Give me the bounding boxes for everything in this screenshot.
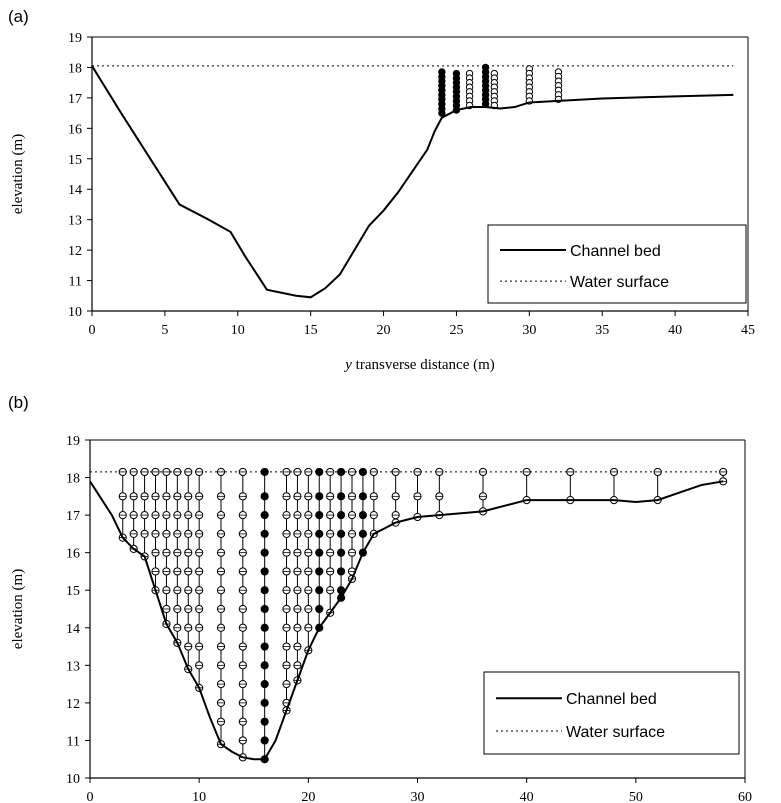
y-axis-title: elevation (m) xyxy=(10,569,26,649)
legend-box xyxy=(483,671,740,755)
y-tick-label: 19 xyxy=(68,31,82,46)
y-tick-label: 10 xyxy=(66,772,80,787)
measurement-point xyxy=(315,586,324,595)
y-tick-label: 14 xyxy=(68,183,82,198)
legend-label-channel-bed: Channel bed xyxy=(566,691,657,708)
measurement-point xyxy=(336,492,346,501)
measurement-point xyxy=(315,567,324,576)
measurement-point xyxy=(260,736,269,745)
y-tick-label: 13 xyxy=(68,214,82,229)
measurement-point xyxy=(358,492,368,501)
measurement-point xyxy=(315,511,324,520)
y-tick-label: 11 xyxy=(67,734,80,749)
measurement-point xyxy=(260,717,269,726)
measurement-point xyxy=(260,642,269,651)
x-tick-label: 15 xyxy=(304,323,318,338)
measurement-point xyxy=(260,529,269,538)
legend-box xyxy=(487,224,747,304)
chart-panel-a: (a) 10 11 12 13 14 15 16 17 18 19 0 5 10 15 20 25 30 35 40 4… xyxy=(8,7,755,373)
measurement-point xyxy=(260,661,269,670)
measurement-point xyxy=(336,467,346,477)
x-tick-label: 40 xyxy=(668,323,682,338)
y-tick-label: 14 xyxy=(66,622,80,637)
y-tick-label: 18 xyxy=(66,472,80,487)
series-line-channel-bed xyxy=(89,480,724,761)
measurement-point xyxy=(260,623,269,632)
series-line-channel-bed xyxy=(91,65,734,299)
x-tick-label: 40 xyxy=(520,790,534,803)
measurement-point xyxy=(315,529,324,538)
measurement-point xyxy=(358,467,368,477)
measurement-point xyxy=(260,586,269,595)
measurement-point xyxy=(315,467,324,477)
x-axis-title-text: transverse distance (m) xyxy=(356,357,495,373)
y-tick-label: 12 xyxy=(66,697,80,712)
legend-label-water-surface: Water surface xyxy=(566,724,665,741)
y-tick-label: 12 xyxy=(68,244,82,259)
legend-label-channel-bed: Channel bed xyxy=(570,243,661,260)
y-axis-title: elevation (m) xyxy=(10,134,26,214)
y-tick-label: 16 xyxy=(68,122,82,137)
measurement-point xyxy=(315,548,324,557)
panel-label: (a) xyxy=(8,7,29,26)
legend-label-water-surface: Water surface xyxy=(570,274,669,291)
y-tick-label: 11 xyxy=(69,275,82,290)
chart-panel-b: (b) 10 11 12 13 14 15 16 17 18 19 0 10 20 30 40 50 60 elev… xyxy=(8,393,752,803)
measurement-point xyxy=(315,604,324,614)
measurement-point xyxy=(260,467,269,477)
panel-label: (b) xyxy=(8,393,29,412)
y-tick-label: 15 xyxy=(68,153,82,168)
x-tick-label: 10 xyxy=(192,790,206,803)
y-tick-label: 10 xyxy=(68,305,82,320)
y-tick-label: 16 xyxy=(66,547,80,562)
measurement-point xyxy=(336,567,346,576)
measurement-point xyxy=(260,604,269,614)
measurement-point xyxy=(336,529,346,538)
x-tick-label: 45 xyxy=(741,323,755,338)
x-tick-label: 30 xyxy=(411,790,425,803)
measurement-point xyxy=(315,492,324,501)
y-tick-label: 19 xyxy=(66,434,80,449)
y-tick-label: 17 xyxy=(68,92,82,107)
y-tick-label: 13 xyxy=(66,659,80,674)
measurement-point xyxy=(260,698,269,707)
x-tick-label: 20 xyxy=(377,323,391,338)
measurement-point xyxy=(358,529,368,538)
x-tick-label: 50 xyxy=(629,790,643,803)
measurement-point xyxy=(358,511,368,520)
measurement-point xyxy=(438,109,446,117)
measurement-point xyxy=(260,567,269,576)
x-tick-label: 25 xyxy=(449,323,463,338)
x-axis-title-variable: y xyxy=(343,357,355,373)
measurement-point xyxy=(260,548,269,557)
y-tick-label: 18 xyxy=(68,61,82,76)
measurement-point xyxy=(260,492,269,501)
x-axis-title: y transverse distance (m) xyxy=(343,357,495,373)
measurement-point xyxy=(260,680,269,689)
x-tick-label: 60 xyxy=(738,790,752,803)
x-tick-label: 0 xyxy=(87,790,94,803)
x-tick-label: 35 xyxy=(595,323,609,338)
measurement-point xyxy=(260,511,269,520)
x-tick-label: 20 xyxy=(301,790,315,803)
x-tick-label: 5 xyxy=(161,323,168,338)
y-tick-label: 15 xyxy=(66,584,80,599)
x-tick-label: 30 xyxy=(522,323,536,338)
x-tick-label: 10 xyxy=(231,323,245,338)
measurement-point xyxy=(336,548,346,557)
x-tick-label: 0 xyxy=(89,323,96,338)
measurement-point xyxy=(336,511,346,520)
y-tick-label: 17 xyxy=(66,509,80,524)
